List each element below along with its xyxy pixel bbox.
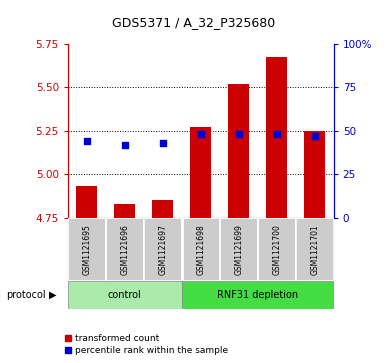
Bar [220, 218, 258, 281]
Bar [266, 57, 287, 218]
Text: GSM1121698: GSM1121698 [196, 224, 205, 275]
Text: GSM1121696: GSM1121696 [120, 224, 129, 275]
Bar [106, 218, 144, 281]
Bar [68, 218, 106, 281]
Text: ▶: ▶ [48, 290, 56, 300]
Bar [152, 200, 173, 218]
Bar [304, 131, 325, 218]
Text: GSM1121700: GSM1121700 [272, 224, 281, 275]
Point [274, 131, 280, 137]
Legend: transformed count, percentile rank within the sample: transformed count, percentile rank withi… [65, 334, 228, 355]
Bar [182, 281, 334, 309]
Text: GSM1121695: GSM1121695 [82, 224, 92, 275]
Point [160, 140, 166, 146]
Point [236, 131, 242, 137]
Bar [296, 218, 334, 281]
Bar [68, 281, 182, 309]
Text: GSM1121697: GSM1121697 [158, 224, 167, 275]
Text: RNF31 depletion: RNF31 depletion [217, 290, 298, 300]
Text: GDS5371 / A_32_P325680: GDS5371 / A_32_P325680 [113, 16, 275, 29]
Bar [182, 218, 220, 281]
Bar [144, 218, 182, 281]
Bar [258, 218, 296, 281]
Point [198, 131, 204, 137]
Text: GSM1121701: GSM1121701 [310, 224, 319, 275]
Bar [114, 204, 135, 218]
Point [122, 142, 128, 147]
Text: GSM1121699: GSM1121699 [234, 224, 243, 275]
Bar [76, 187, 97, 218]
Bar [191, 127, 211, 218]
Point [84, 138, 90, 144]
Text: protocol: protocol [6, 290, 45, 300]
Text: control: control [108, 290, 142, 300]
Point [312, 133, 318, 139]
Bar [228, 83, 249, 218]
